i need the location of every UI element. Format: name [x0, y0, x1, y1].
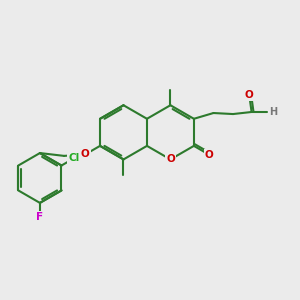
Text: Cl: Cl [68, 153, 80, 164]
Text: O: O [245, 90, 254, 100]
Text: O: O [81, 149, 90, 159]
Text: F: F [36, 212, 43, 222]
Text: O: O [166, 154, 175, 164]
Text: H: H [269, 107, 278, 117]
Text: O: O [205, 150, 214, 160]
